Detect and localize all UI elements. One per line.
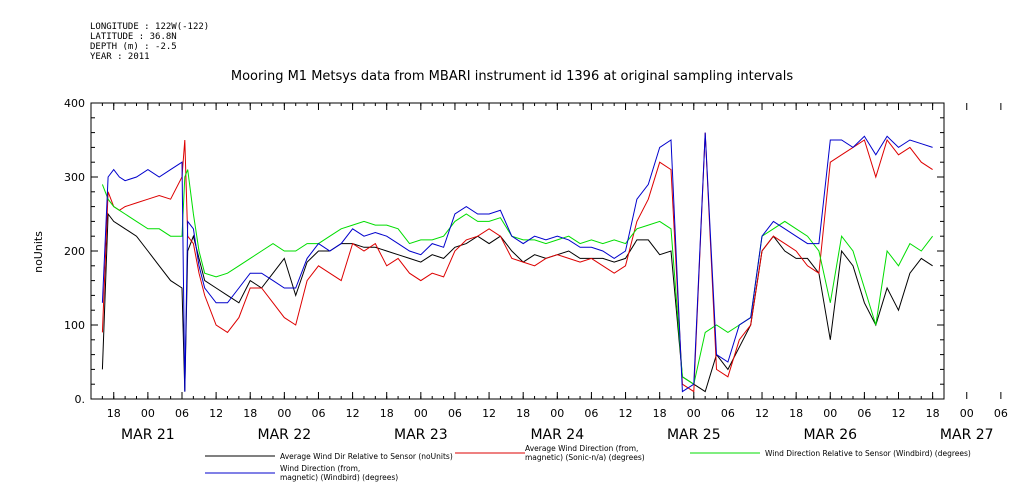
x-tick-label: 00 <box>277 407 291 420</box>
longitude-label: LONGITUDE : 122W(-122) <box>90 22 210 32</box>
metadata-block: LONGITUDE : 122W(-122) LATITUDE : 36.8N … <box>90 22 209 62</box>
x-tick-label: 06 <box>857 407 871 420</box>
x-tick-label: 00 <box>550 407 564 420</box>
x-tick-label: 18 <box>926 407 940 420</box>
x-tick-label: 06 <box>994 407 1008 420</box>
x-tick-label: 12 <box>209 407 223 420</box>
x-tick-label: 06 <box>721 407 735 420</box>
x-tick-label: 12 <box>482 407 496 420</box>
legend-label-1: Average Wind Dir Relative to Sensor (noU… <box>280 452 453 461</box>
x-day-label: MAR 25 <box>667 427 721 443</box>
chart-title: Mooring M1 Metsys data from MBARI instru… <box>231 69 793 84</box>
x-tick-label: 00 <box>414 407 428 420</box>
x-tick-label: 00 <box>687 407 701 420</box>
series-line-2 <box>101 132 933 393</box>
x-day-label: MAR 23 <box>394 427 448 443</box>
legend-label-4: magnetic) (Windbird) (degrees) <box>280 473 398 482</box>
y-tick-label: 400 <box>64 97 85 110</box>
latitude-label: LATITUDE : 36.8N <box>90 32 177 42</box>
x-day-label: MAR 26 <box>803 427 857 443</box>
plot-frame <box>90 102 945 400</box>
x-tick-label: 06 <box>175 407 189 420</box>
legend: Average Wind Dir Relative to Sensor (noU… <box>205 444 971 482</box>
year-label: YEAR : 2011 <box>90 52 150 62</box>
x-tick-label: 00 <box>823 407 837 420</box>
x-tick-label: 18 <box>789 407 803 420</box>
x-tick-label: 06 <box>311 407 325 420</box>
x-tick-label: 18 <box>243 407 257 420</box>
axis-layer: 18 00 06 12 18 00 06 12 18 00 06 12 18 00 06 12 18 00 06 12… <box>64 97 1008 443</box>
x-day-label: MAR 27 <box>940 427 994 443</box>
series-line-4 <box>101 132 933 393</box>
y-tick-label: 200 <box>64 245 85 258</box>
legend-label-2: Average Wind Direction (from, <box>525 444 638 453</box>
x-day-label: MAR 21 <box>121 427 175 443</box>
x-tick-label: 06 <box>584 407 598 420</box>
x-tick-label: 18 <box>516 407 530 420</box>
y-tick-label: 300 <box>64 171 85 184</box>
x-tick-label: 12 <box>892 407 906 420</box>
legend-label-3: Wind Direction Relative to Sensor (Windb… <box>765 449 971 458</box>
series-line-3 <box>101 169 933 386</box>
x-tick-label: 12 <box>619 407 633 420</box>
x-day-label: MAR 22 <box>258 427 312 443</box>
x-tick-label: 00 <box>960 407 974 420</box>
x-tick-label: 12 <box>755 407 769 420</box>
depth-label: DEPTH (m) : -2.5 <box>90 42 177 52</box>
legend-label-2: magnetic) (Sonic-n/a) (degrees) <box>525 453 645 462</box>
series-line-1 <box>101 212 933 393</box>
y-axis-label: noUnits <box>32 231 45 273</box>
x-tick-label: 12 <box>346 407 360 420</box>
x-tick-label: 18 <box>380 407 394 420</box>
legend-label-4: Wind Direction (from, <box>280 464 360 473</box>
y-tick-label: 100 <box>64 319 85 332</box>
x-day-label: MAR 24 <box>530 427 584 443</box>
series-layer <box>101 132 933 393</box>
x-tick-label: 18 <box>107 407 121 420</box>
x-tick-label: 00 <box>141 407 155 420</box>
x-tick-label: 06 <box>448 407 462 420</box>
x-tick-label: 18 <box>653 407 667 420</box>
y-tick-label: 0. <box>75 393 86 406</box>
